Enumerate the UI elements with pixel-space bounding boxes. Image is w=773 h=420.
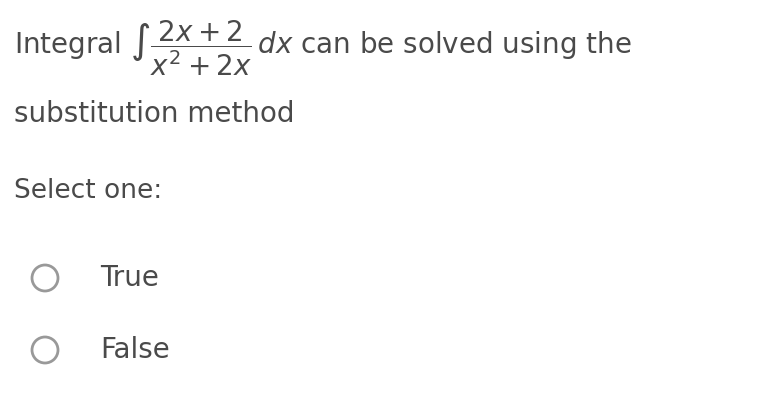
Text: Select one:: Select one: (14, 178, 162, 204)
Text: Integral $\int \dfrac{2x+2}{x^2+2x}\,dx$ can be solved using the: Integral $\int \dfrac{2x+2}{x^2+2x}\,dx$… (14, 18, 632, 78)
Text: True: True (100, 264, 159, 292)
Text: False: False (100, 336, 170, 364)
Text: substitution method: substitution method (14, 100, 295, 128)
